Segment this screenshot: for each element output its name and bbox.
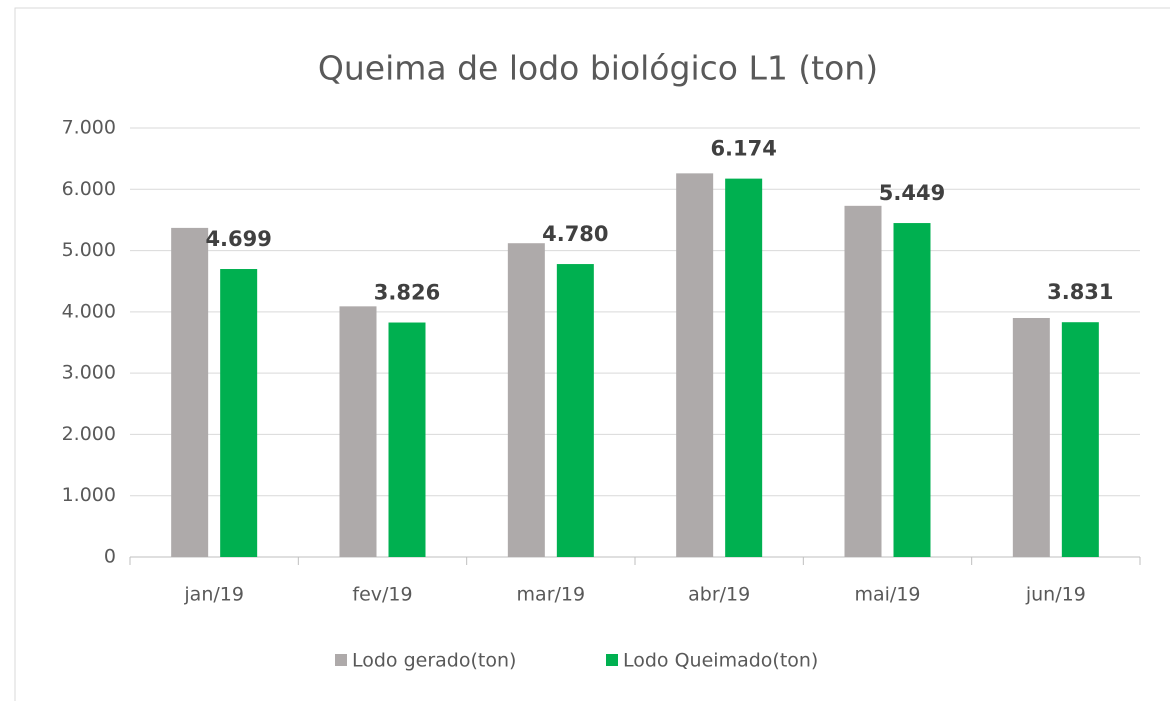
value-label: 4.699 — [205, 227, 271, 251]
bar — [844, 205, 882, 557]
value-label: 4.780 — [542, 222, 608, 246]
bar — [893, 223, 931, 557]
y-tick-label: 4.000 — [62, 300, 116, 322]
y-tick-label: 1.000 — [62, 484, 116, 506]
legend-label: Lodo gerado(ton) — [352, 650, 516, 672]
bar — [388, 322, 426, 557]
bar — [676, 173, 714, 557]
chart-title: Queima de lodo biológico L1 (ton) — [318, 49, 878, 88]
value-label: 3.826 — [374, 281, 440, 305]
bar — [507, 243, 545, 557]
y-tick-label: 5.000 — [62, 239, 116, 261]
x-tick-label: jan/19 — [183, 584, 244, 606]
bar — [556, 264, 594, 557]
y-tick-label: 0 — [104, 546, 116, 568]
y-tick-label: 2.000 — [62, 423, 116, 445]
value-label: 6.174 — [710, 137, 776, 161]
bar — [339, 306, 377, 557]
y-tick-label: 3.000 — [62, 362, 116, 384]
x-tick-label: mar/19 — [517, 584, 586, 606]
y-tick-label: 7.000 — [62, 117, 116, 139]
bar — [171, 227, 209, 557]
legend-swatch — [606, 654, 618, 666]
x-tick-label: mai/19 — [854, 584, 920, 606]
legend-swatch — [335, 654, 347, 666]
value-label: 3.831 — [1047, 280, 1113, 304]
bar — [725, 178, 763, 557]
legend-label: Lodo Queimado(ton) — [623, 650, 818, 672]
bar — [1061, 322, 1099, 557]
x-tick-label: fev/19 — [352, 584, 412, 606]
value-label: 5.449 — [879, 181, 945, 205]
y-tick-label: 6.000 — [62, 178, 116, 200]
bar — [1012, 317, 1050, 557]
x-tick-label: jun/19 — [1025, 584, 1086, 606]
x-tick-label: abr/19 — [688, 584, 750, 606]
bar — [220, 269, 258, 557]
